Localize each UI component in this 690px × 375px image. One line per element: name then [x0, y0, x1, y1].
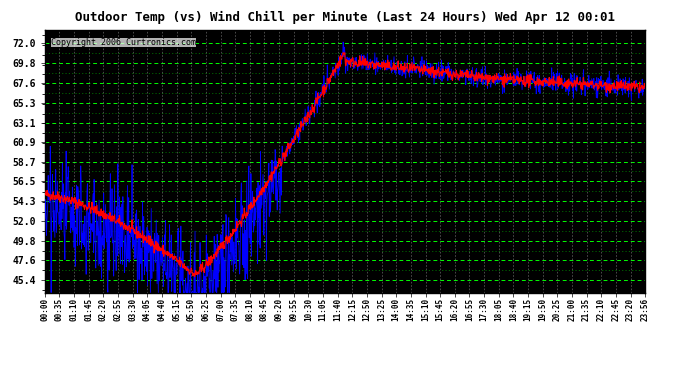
Text: Outdoor Temp (vs) Wind Chill per Minute (Last 24 Hours) Wed Apr 12 00:01: Outdoor Temp (vs) Wind Chill per Minute …: [75, 11, 615, 24]
Text: Copyright 2006 Curtronics.com: Copyright 2006 Curtronics.com: [51, 38, 196, 47]
